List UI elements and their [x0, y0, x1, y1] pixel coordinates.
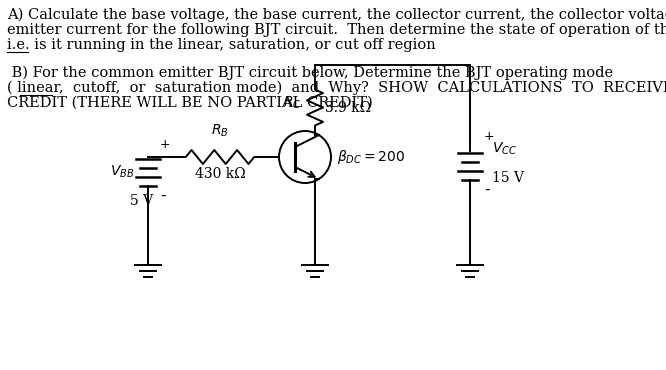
Text: $R_C$: $R_C$ [282, 94, 301, 111]
Text: 5 V: 5 V [131, 194, 154, 208]
Text: A) Calculate the base voltage, the base current, the collector current, the coll: A) Calculate the base voltage, the base … [7, 8, 666, 23]
Text: +: + [160, 138, 170, 151]
Text: $V_{CC}$: $V_{CC}$ [492, 141, 517, 157]
Text: B) For the common emitter BJT circuit below, Determine the BJT operating mode: B) For the common emitter BJT circuit be… [7, 66, 613, 80]
Text: CREDIT (THERE WILL BE NO PARTIAL CREDIT): CREDIT (THERE WILL BE NO PARTIAL CREDIT) [7, 96, 373, 110]
Text: ( linear,  cutoff,  or  saturation mode)  and  Why?  SHOW  CALCULATIONS  TO  REC: ( linear, cutoff, or saturation mode) an… [7, 81, 666, 95]
Text: -: - [160, 188, 165, 203]
Text: $V_{BB}$: $V_{BB}$ [110, 164, 134, 180]
Text: i.e. is it running in the linear, saturation, or cut off region: i.e. is it running in the linear, satura… [7, 38, 436, 52]
Text: 15 V: 15 V [492, 171, 524, 185]
Text: 430 kΩ: 430 kΩ [194, 167, 245, 181]
Text: $\beta_{DC}=200$: $\beta_{DC}=200$ [337, 148, 405, 166]
Text: emitter current for the following BJT circuit.  Then determine the state of oper: emitter current for the following BJT ci… [7, 23, 666, 37]
Text: -: - [484, 182, 490, 197]
Text: $R_B$: $R_B$ [211, 122, 229, 139]
Text: 3.9 kΩ: 3.9 kΩ [325, 101, 371, 114]
Text: +: + [484, 130, 495, 143]
